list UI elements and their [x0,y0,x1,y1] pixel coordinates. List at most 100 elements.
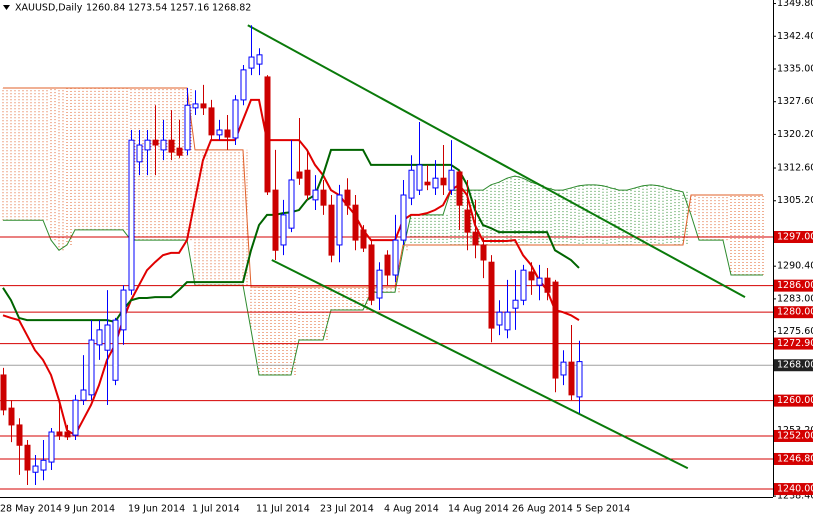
level-box [774,429,813,442]
candle-body [416,164,423,191]
candle-body [528,271,535,281]
trendline [247,24,746,299]
candle-body [280,214,287,246]
candle-body [56,431,63,437]
level-label: 1260.00 [777,395,813,406]
candle-body [544,277,551,293]
chart-menu-icon[interactable] [3,5,10,10]
candle-body [144,139,151,151]
y-tick-label: 1283.00 [777,293,813,304]
candle-body [400,194,407,241]
x-tick-label: 14 Aug 2014 [448,504,509,515]
x-tick-label: 9 Jun 2014 [64,504,115,515]
x-tick-label: 28 May 2014 [0,504,62,515]
candle-body [96,329,103,346]
candle-body [80,389,87,401]
candle-body [184,104,191,151]
candle-body [288,179,295,229]
level-box [774,483,813,496]
candle-body [336,194,343,246]
current-price-box [774,359,813,372]
candle-body [88,339,95,396]
y-tick-label: 1335.00 [777,63,813,74]
level-box [774,279,813,292]
candle-body [168,139,175,153]
y-tick-label: 1320.20 [777,129,813,140]
y-tick-label: 1312.60 [777,163,813,174]
level-label: 1297.00 [777,232,813,243]
x-tick-label: 26 Aug 2014 [512,504,573,515]
candle-body [200,103,207,109]
y-tick-label: 1327.60 [777,96,813,107]
candle-body [496,311,503,326]
candle-body [344,189,351,206]
candle-body [480,244,487,261]
candle-body [296,171,303,179]
candle-body [408,169,415,199]
candle-body [24,444,31,471]
candle-body [216,129,223,136]
level-box [774,306,813,319]
title-high: 1273.54 [128,3,167,14]
candle-body [512,299,519,309]
candle-body [112,319,119,381]
level-label: 1286.00 [777,280,813,291]
title-open: 1260.84 [86,3,125,14]
candle-body [16,424,23,446]
current-price-label: 1268.00 [777,360,813,371]
level-box [774,452,813,465]
candle-body [320,189,327,206]
candle-body [240,69,247,101]
y-tick-label: 1290.40 [777,261,813,272]
candle-body [560,361,567,376]
candle-body [32,465,39,473]
candle-body [432,177,439,189]
candle-body [128,139,135,291]
y-tick-label: 1275.60 [777,326,813,337]
level-label: 1272.90 [777,338,813,349]
candle-body [104,324,111,351]
title-low: 1257.16 [170,3,209,14]
candle-body [192,103,199,109]
candle-body [520,269,527,301]
candle-body [448,169,455,191]
candle-body [256,54,263,65]
candle-body [368,244,375,301]
candle-body [40,459,47,471]
x-tick-label: 19 Jun 2014 [128,504,185,515]
candle-body [360,229,367,249]
candle-body [576,361,583,398]
candle-body [232,99,239,139]
level-box [774,337,813,350]
candle-body [160,139,167,151]
trendline [271,259,689,470]
candle-body [392,239,399,276]
candle-body [120,289,127,331]
level-label: 1280.00 [777,307,813,318]
candle-body [0,374,7,411]
chart-title: XAUUSD,Daily [15,3,83,14]
x-tick-label: 5 Sep 2014 [576,504,630,515]
candle-body [352,204,359,241]
y-tick-label: 1238.40 [777,491,813,502]
level-label: 1246.80 [777,453,813,464]
candle-body [552,281,559,379]
level-box [774,231,813,244]
candle-body [312,189,319,201]
x-tick-label: 11 Jul 2014 [256,504,310,515]
candle-body [64,431,71,438]
candle-body [208,107,215,136]
y-tick-label: 1349.80 [777,0,813,9]
candle-body [384,254,391,276]
title-close: 1268.82 [212,3,251,14]
candle-body [72,399,79,436]
candle-body [328,204,335,256]
candle-body [176,147,183,156]
candle-body [264,76,271,193]
candle-body [136,144,143,163]
candle-body [248,56,255,69]
candle-body [456,171,463,206]
candle-body [568,361,575,396]
candle-body [376,269,383,299]
level-label: 1252.00 [777,430,813,441]
